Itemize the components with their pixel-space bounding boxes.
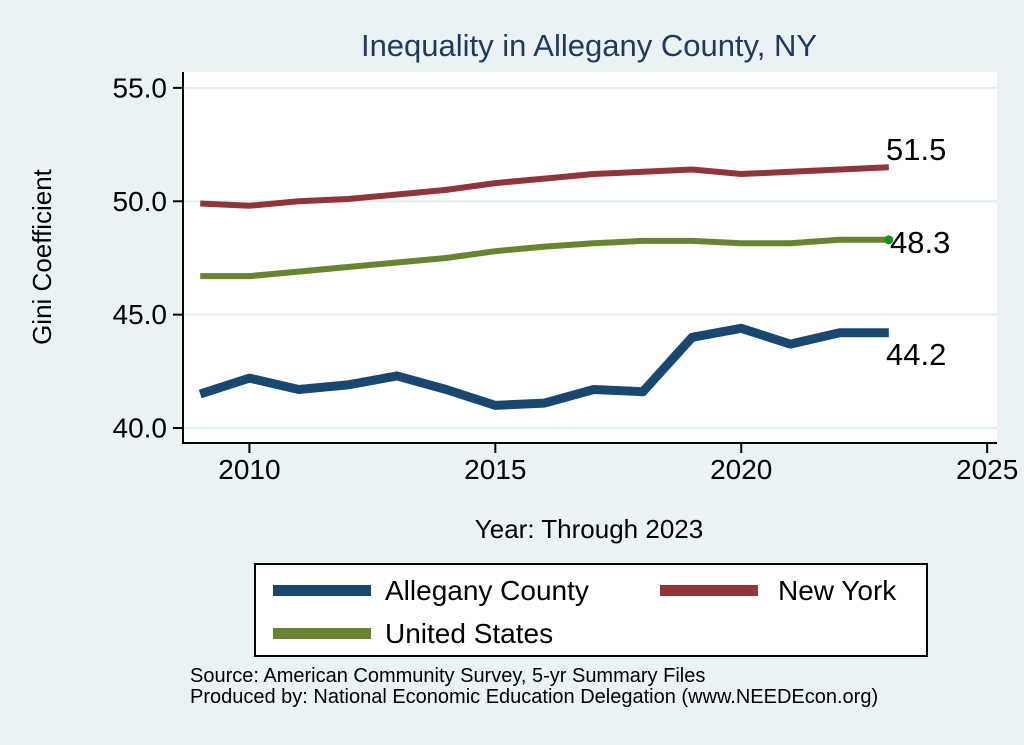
x-tick-label: 2020 xyxy=(710,454,772,485)
chart-title: Inequality in Allegany County, NY xyxy=(360,28,818,63)
series-line-united-states xyxy=(200,236,889,280)
source-line-1: Source: American Community Survey, 5-yr … xyxy=(190,665,706,687)
series-end-value-new-york: 51.5 xyxy=(886,132,947,167)
legend-label-allegany-county: Allegany County xyxy=(385,575,589,606)
x-tick-label: 2025 xyxy=(956,454,1018,485)
series-end-marker-united-states xyxy=(884,235,894,245)
legend: Allegany County New York United States xyxy=(254,563,928,657)
plot-area xyxy=(183,72,997,443)
legend-label-new-york: New York xyxy=(778,575,897,606)
legend-swatch-new-york xyxy=(660,585,758,596)
y-axis-title: Gini Coefficient xyxy=(27,169,57,345)
series-end-value-allegany-county: 44.2 xyxy=(886,337,947,372)
series-end-value-united-states: 48.3 xyxy=(890,225,951,260)
legend-swatch-united-states xyxy=(273,628,371,639)
series-line-new-york xyxy=(200,164,889,209)
x-axis-title: Year: Through 2023 xyxy=(474,514,704,544)
source-note: Source: American Community Survey, 5-yr … xyxy=(190,666,878,708)
y-tick-label: 50.0 xyxy=(113,186,168,217)
series-line-allegany-county xyxy=(198,323,889,410)
y-tick-label: 55.0 xyxy=(113,72,168,103)
x-tick-label: 2010 xyxy=(218,454,280,485)
legend-swatch-allegany-county xyxy=(273,585,371,596)
y-tick-label: 40.0 xyxy=(113,413,168,444)
source-line-2: Produced by: National Economic Education… xyxy=(190,686,879,708)
legend-label-united-states: United States xyxy=(385,618,554,649)
x-tick-label: 2015 xyxy=(464,454,526,485)
y-tick-label: 45.0 xyxy=(113,299,168,330)
